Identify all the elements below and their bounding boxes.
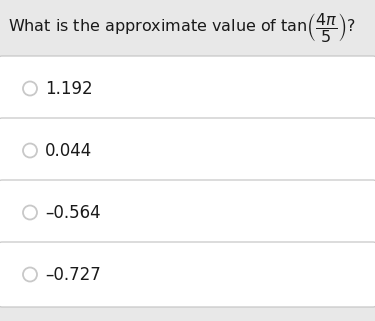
- Text: –0.727: –0.727: [45, 265, 101, 283]
- FancyBboxPatch shape: [0, 56, 375, 121]
- Text: –0.564: –0.564: [45, 204, 100, 221]
- Text: 1.192: 1.192: [45, 80, 93, 98]
- Text: 0.044: 0.044: [45, 142, 92, 160]
- Text: What is the approximate value of tan$\left(\dfrac{4\pi}{5}\right)$?: What is the approximate value of tan$\le…: [8, 12, 356, 45]
- FancyBboxPatch shape: [0, 180, 375, 245]
- FancyBboxPatch shape: [0, 242, 375, 307]
- FancyBboxPatch shape: [0, 118, 375, 183]
